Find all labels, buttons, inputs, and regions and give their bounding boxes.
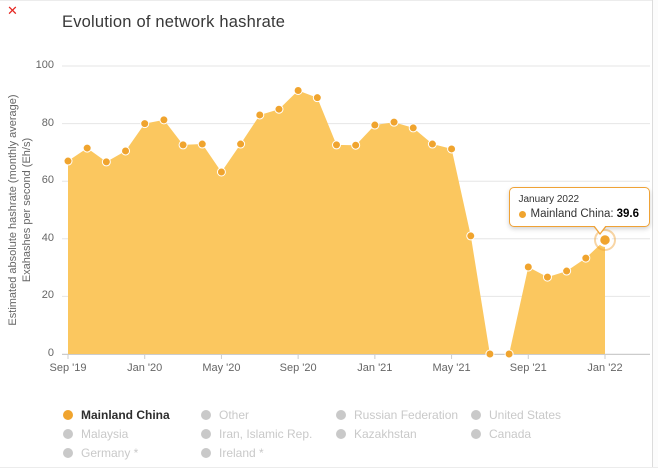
legend-item-russian-federation[interactable]: Russian Federation [336,405,471,424]
y-axis-tick-label: 60 [41,174,54,187]
x-axis-tick-label: Sep '19 [49,362,87,374]
area-series [68,90,605,354]
chart-title: Evolution of network hashrate [62,13,286,31]
right-border [652,0,653,468]
series-dot-icon [201,409,211,420]
legend-item-label: Ireland * [219,445,264,460]
data-point-marker[interactable] [121,146,131,156]
data-point-marker[interactable] [63,156,73,166]
legend-column: Other Iran, Islamic Rep. Ireland * [201,405,336,462]
legend-item-label: Other [219,407,250,422]
series-dot-icon [63,428,73,439]
legend-item-label: Canada [489,426,532,441]
legend-item-other[interactable]: Other [201,405,336,424]
data-point-marker[interactable] [274,104,284,114]
chart-legend: Mainland China Malaysia Germany * Other Iran… [63,405,611,462]
legend-item-label: Kazakhstan [354,426,417,441]
legend-item-label: Germany * [81,445,139,460]
data-point-marker[interactable] [523,262,533,272]
x-axis-tick-label: Jan '20 [127,362,163,374]
data-point-marker[interactable] [216,167,226,177]
y-axis-tick-label: 40 [41,231,54,244]
data-point-marker[interactable] [82,143,92,153]
legend-column: Russian Federation Kazakhstan [336,405,471,462]
y-axis-tick-label: 0 [47,347,54,359]
top-border [0,0,658,1]
data-point-marker[interactable] [389,117,399,127]
y-axis-tick-label: 80 [41,116,54,129]
series-dot-icon [336,409,346,420]
data-point-marker[interactable] [236,139,246,149]
legend-item-iran-islamic-rep[interactable]: Iran, Islamic Rep. [201,424,336,443]
close-icon[interactable]: ✕ [7,3,18,18]
legend-item-label: United States [489,407,562,422]
series-dot-icon [471,428,481,439]
legend-item-canada[interactable]: Canada [471,424,611,443]
data-point-marker[interactable] [427,139,437,149]
data-point-marker[interactable] [293,85,303,95]
data-point-marker[interactable] [542,272,552,282]
data-point-marker[interactable] [312,93,322,103]
tooltip-series-row: Mainland China: 39.6 [518,208,639,220]
tooltip-callout-arrow [593,225,607,235]
series-dot-icon [201,447,211,458]
legend-item-label: Mainland China [81,407,170,422]
series-dot-icon [336,428,346,439]
x-axis-tick-label: May '21 [432,362,471,374]
hashrate-area-chart [62,65,650,359]
legend-item-label: Russian Federation [354,407,459,422]
series-bullet-icon [518,210,526,218]
series-dot-icon [63,409,73,420]
series-dot-icon [201,428,211,439]
legend-item-label: Iran, Islamic Rep. [219,426,313,441]
x-axis-tick-label: Jan '22 [587,362,623,374]
data-point-marker[interactable] [466,231,476,241]
data-point-marker[interactable] [408,123,418,133]
chart-tooltip: January 2022 Mainland China: 39.6 [508,187,650,235]
legend-column: United States Canada [471,405,611,462]
legend-item-united-states[interactable]: United States [471,405,611,424]
legend-column: Mainland China Malaysia Germany * [63,405,201,462]
legend-item-mainland-china[interactable]: Mainland China [63,405,201,424]
data-point-marker[interactable] [504,349,514,359]
data-point-marker[interactable] [255,110,265,120]
legend-item-ireland[interactable]: Ireland * [201,443,336,462]
tooltip-value: 39.6 [616,208,639,220]
x-axis-tick-label: Sep '20 [279,362,317,374]
legend-item-label: Malaysia [81,426,129,441]
data-point-marker[interactable] [447,144,457,154]
legend-item-malaysia[interactable]: Malaysia [63,424,201,443]
y-axis-tick-label: 20 [41,289,54,302]
x-axis-tick-label: May '20 [202,362,241,374]
y-axis-tick-label: 100 [35,59,54,71]
legend-item-kazakhstan[interactable]: Kazakhstan [336,424,471,443]
series-dot-icon [63,447,73,458]
x-axis-tick-label: Jan '21 [357,362,393,374]
data-point-marker[interactable] [581,253,591,263]
tooltip-date: January 2022 [518,194,580,205]
legend-item-germany[interactable]: Germany * [63,443,201,462]
data-point-marker[interactable] [332,140,341,150]
data-point-marker[interactable] [351,140,361,150]
data-point-marker[interactable] [197,139,207,149]
data-point-marker[interactable] [562,266,572,276]
tooltip-series-name: Mainland China: [530,208,614,220]
x-axis-tick-label: Sep '21 [509,362,547,374]
data-point-marker[interactable] [101,157,111,167]
page-gutter [653,0,658,468]
data-point-marker[interactable] [370,120,380,130]
data-point-marker[interactable] [178,140,188,150]
data-point-marker[interactable] [140,119,150,129]
highlighted-point-marker[interactable] [598,233,612,247]
series-dot-icon [471,409,481,420]
data-point-marker[interactable] [159,115,169,125]
data-point-marker[interactable] [485,349,495,359]
